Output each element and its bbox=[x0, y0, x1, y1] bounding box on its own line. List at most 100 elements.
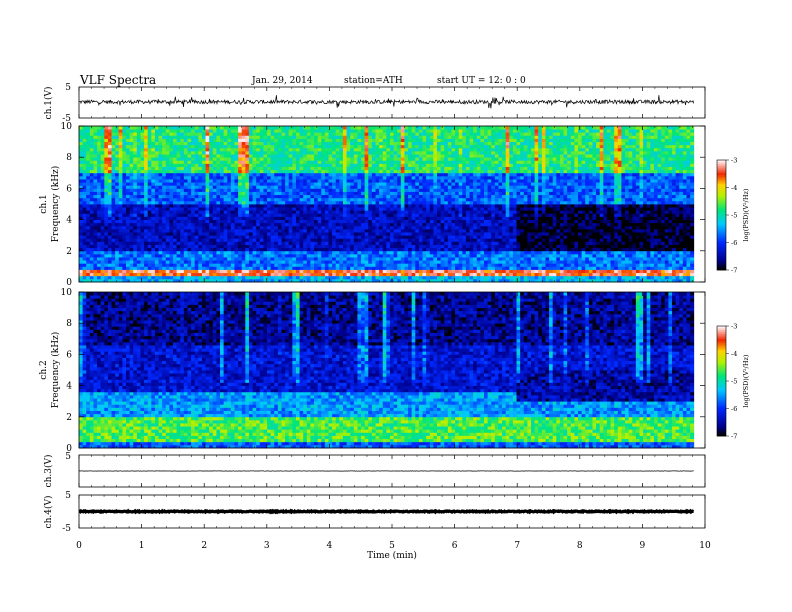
spectrogram-cell bbox=[144, 200, 149, 205]
spectrogram-cell bbox=[299, 222, 304, 227]
spectrogram-cell bbox=[173, 163, 178, 167]
spectrogram-cell bbox=[353, 197, 358, 202]
spectrogram-cell bbox=[118, 228, 123, 233]
spectrogram-cell bbox=[288, 204, 293, 208]
spectrogram-cell bbox=[393, 185, 398, 189]
spectrogram-cell bbox=[230, 247, 235, 252]
spectrogram-cell bbox=[353, 132, 358, 136]
spectrogram-cell bbox=[335, 191, 340, 196]
spectrogram-cell bbox=[248, 228, 253, 233]
spectrogram-cell bbox=[183, 266, 188, 270]
spectrogram-cell bbox=[292, 216, 297, 220]
spectrogram-cell bbox=[201, 238, 206, 242]
spectrogram-cell bbox=[277, 275, 282, 280]
spectrogram-cell bbox=[397, 132, 402, 136]
spectrogram-cell bbox=[342, 150, 347, 155]
spectrogram-cell bbox=[205, 132, 210, 136]
spectrogram-cell bbox=[89, 163, 94, 167]
spectrogram-cell bbox=[86, 228, 91, 233]
spectrogram-cell bbox=[122, 213, 127, 217]
spectrogram-cell bbox=[342, 232, 347, 236]
spectrogram-cell bbox=[93, 154, 98, 158]
spectrogram-cell bbox=[277, 163, 282, 167]
spectrogram-cell bbox=[400, 169, 405, 174]
spectrogram-cell bbox=[147, 147, 152, 152]
spectrogram-cell bbox=[411, 213, 416, 217]
spectrogram-cell bbox=[115, 147, 120, 152]
spectrogram-cell bbox=[252, 244, 257, 249]
spectrogram-cell bbox=[227, 188, 232, 192]
spectrogram-cell bbox=[122, 194, 127, 199]
spectrogram-cell bbox=[353, 194, 358, 199]
spectrogram-cell bbox=[324, 266, 329, 270]
spectrogram-cell bbox=[241, 266, 246, 270]
spectrogram-cell bbox=[89, 138, 94, 142]
spectrogram-cell bbox=[314, 266, 319, 270]
spectrogram-cell bbox=[144, 147, 149, 152]
spectrogram-cell bbox=[411, 163, 416, 167]
spectrogram-cell bbox=[285, 138, 290, 142]
spectrogram-cell bbox=[162, 266, 167, 270]
spectrogram-cell bbox=[198, 185, 203, 189]
spectrogram-cell bbox=[241, 247, 246, 252]
spectrogram-cell bbox=[144, 204, 149, 208]
spectrogram-cell bbox=[350, 228, 355, 233]
spectrogram-cell bbox=[173, 200, 178, 205]
spectrogram-cell bbox=[89, 160, 94, 164]
spectrogram-cell bbox=[136, 241, 141, 245]
spectrogram-cell bbox=[212, 207, 217, 211]
spectrogram-cell bbox=[277, 244, 282, 249]
spectrogram-cell bbox=[234, 225, 239, 230]
spectrogram-cell bbox=[252, 213, 257, 217]
spectrogram-cell bbox=[223, 219, 228, 224]
spectrogram-cell bbox=[227, 129, 232, 133]
spectrogram-cell bbox=[350, 163, 355, 167]
spectrogram-cell bbox=[415, 163, 420, 167]
spectrogram-cell bbox=[79, 247, 84, 252]
spectrogram-cell bbox=[238, 238, 243, 242]
spectrogram-cell bbox=[364, 135, 369, 139]
spectrogram-cell bbox=[165, 232, 170, 236]
spectrogram-cell bbox=[411, 141, 416, 146]
spectrogram-cell bbox=[397, 197, 402, 202]
spectrogram-cell bbox=[404, 260, 409, 264]
spectrogram-cell bbox=[368, 228, 373, 233]
spectrogram-cell bbox=[107, 144, 112, 149]
spectrogram-cell bbox=[93, 132, 98, 136]
spectrogram-cell bbox=[397, 204, 402, 208]
spectrogram-cell bbox=[129, 207, 134, 211]
spectrogram-cell bbox=[259, 141, 264, 146]
spectrogram-cell bbox=[136, 222, 141, 227]
spectrogram-cell bbox=[317, 260, 322, 264]
spectrogram-cell bbox=[361, 141, 366, 146]
spectrogram-cell bbox=[118, 160, 123, 164]
spectrogram-cell bbox=[107, 260, 112, 264]
spectrogram-cell bbox=[126, 225, 131, 230]
spectrogram-cell bbox=[230, 222, 235, 227]
spectrogram-cell bbox=[357, 147, 362, 152]
spectrogram-cell bbox=[144, 129, 149, 133]
spectrogram-cell bbox=[245, 263, 250, 267]
spectrogram-cell bbox=[100, 175, 105, 180]
spectrogram-cell bbox=[241, 179, 246, 183]
spectrogram-cell bbox=[342, 182, 347, 186]
spectrogram-cell bbox=[220, 138, 225, 142]
spectrogram-cell bbox=[238, 154, 243, 158]
spectrogram-cell bbox=[82, 188, 87, 192]
spectrogram-cell bbox=[194, 138, 199, 142]
spectrogram-cell bbox=[386, 144, 391, 149]
spectrogram-cell bbox=[422, 132, 427, 136]
spectrogram-cell bbox=[386, 266, 391, 270]
spectrogram-cell bbox=[350, 241, 355, 245]
spectrogram-cell bbox=[256, 235, 261, 239]
spectrogram-cell bbox=[411, 157, 416, 161]
spectrogram-cell bbox=[205, 135, 210, 139]
spectrogram-cell bbox=[277, 228, 282, 233]
spectrogram-cell bbox=[317, 157, 322, 161]
spectrogram-cell bbox=[339, 228, 344, 233]
spectrogram-cell bbox=[129, 222, 134, 227]
spectrogram-cell bbox=[404, 244, 409, 249]
spectrogram-cell bbox=[220, 129, 225, 133]
spectrogram-cell bbox=[408, 191, 413, 196]
spectrogram-cell bbox=[187, 222, 192, 227]
